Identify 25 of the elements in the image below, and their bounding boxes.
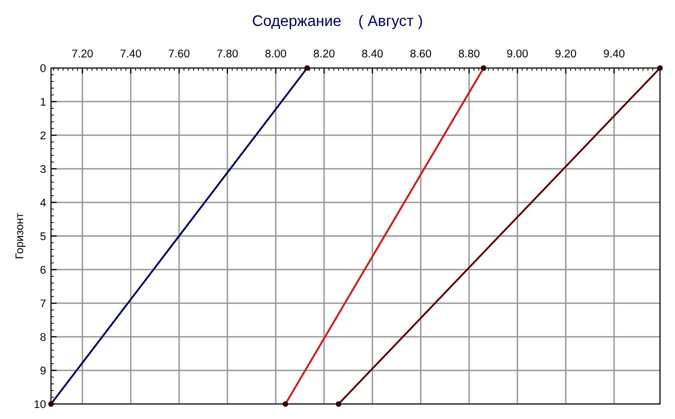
x-tick-label: 8.40 <box>362 50 383 58</box>
y-tick-label: 7 <box>40 300 46 308</box>
x-tick-label: 7.40 <box>120 50 142 58</box>
y-tick-label: 3 <box>40 165 46 173</box>
x-tick-label: 9.00 <box>507 50 528 58</box>
y-tick-label: 8 <box>40 333 46 341</box>
x-tick-label: 8.80 <box>458 50 480 58</box>
y-axis-title: Горизонт <box>15 213 26 258</box>
x-tick-label: 9.20 <box>555 50 576 58</box>
x-tick-label: 7.60 <box>168 50 190 58</box>
y-tick-label: 5 <box>40 232 46 240</box>
y-tick-label: 0 <box>40 64 46 72</box>
x-tick-label: 7.80 <box>217 50 238 58</box>
y-tick-label: 1 <box>40 98 46 106</box>
x-tick-label: 9.40 <box>604 50 624 58</box>
x-tick-label: 8.60 <box>410 50 432 58</box>
y-tick-label: 6 <box>40 266 46 274</box>
y-tick-label: 10 <box>34 400 46 408</box>
x-tick-label: 8.00 <box>265 50 286 58</box>
x-tick-label: 7.20 <box>72 50 93 58</box>
y-tick-label: 4 <box>40 198 46 206</box>
y-tick-label: 2 <box>40 131 46 140</box>
x-tick-label: 8.20 <box>314 50 334 58</box>
chart-title: Содержание ( Август ) <box>252 14 422 30</box>
y-tick-label: 9 <box>40 366 46 375</box>
